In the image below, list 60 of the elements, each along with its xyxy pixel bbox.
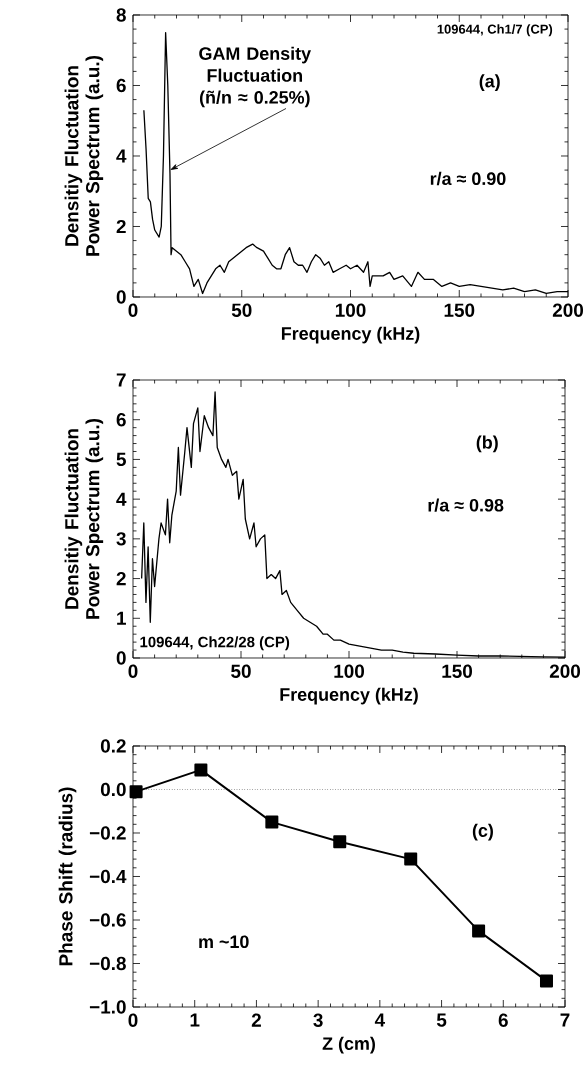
x-tick-label: 50	[231, 303, 252, 317]
y-tick-label: 0	[116, 651, 126, 665]
y-axis-title: Phase Shift (radius)	[58, 787, 77, 966]
x-tick-label: 2	[251, 1013, 261, 1027]
y-tick-label: 0.0	[100, 782, 126, 797]
y-tick-label: 7	[116, 373, 126, 387]
y-tick-label: 6	[116, 78, 126, 93]
y-tick-label: 0.2	[100, 739, 126, 753]
point	[472, 924, 486, 938]
annotation: GAM Density Fluctuation (ñ/n ≈ 0.25%)	[199, 46, 311, 108]
point	[194, 763, 208, 777]
x-tick-label: 200	[549, 664, 581, 678]
x-tick-label: 200	[552, 303, 584, 317]
y-tick-label: 1	[117, 611, 126, 625]
y-tick-label: 5	[116, 452, 126, 467]
x-tick-label: 7	[560, 1013, 570, 1027]
x-tick-label: 100	[335, 303, 366, 317]
y-tick-label: −0.6	[89, 913, 126, 927]
y-tick-label: 8	[116, 8, 126, 22]
point	[404, 852, 418, 866]
y-tick-label: −0.4	[89, 869, 127, 884]
y-axis-title: Densitiy Fluctuation Power Spectrum (a.u.)	[64, 418, 104, 619]
y-tick-label: 4	[116, 492, 127, 506]
annotation: m ~10	[199, 935, 249, 949]
x-tick-label: 4	[374, 1013, 386, 1027]
x-tick-label: 6	[498, 1013, 508, 1027]
x-tick-label: 3	[313, 1013, 323, 1027]
point	[333, 835, 347, 849]
point	[265, 815, 279, 829]
y-tick-label: 4	[116, 149, 127, 163]
y-tick-label: −1.0	[89, 1000, 126, 1014]
y-tick-label: 3	[116, 532, 126, 546]
y-tick-label: 0	[116, 290, 126, 304]
annotation: 109644, Ch1/7 (CP)	[437, 24, 553, 37]
x-tick-label: 5	[436, 1013, 447, 1027]
y-tick-label: −0.2	[89, 826, 126, 840]
x-axis-title: Frequency (kHz)	[280, 687, 418, 705]
point	[539, 974, 553, 988]
x-tick-label: 0	[128, 1013, 138, 1027]
y-tick-label: 2	[116, 571, 126, 586]
x-tick-label: 0	[128, 664, 138, 678]
x-tick-label: 50	[231, 664, 251, 678]
y-axis-title: Densitiy Fluctuation Power Spectrum (a.u.)	[64, 55, 104, 256]
x-axis-title: Z (cm)	[322, 1036, 375, 1054]
x-tick-label: 150	[444, 303, 475, 317]
x-tick-label: 1	[190, 1013, 200, 1027]
annotation: 109644, Ch22/28 (CP)	[140, 636, 290, 651]
y-tick-label: 2	[116, 219, 126, 234]
point	[129, 785, 143, 799]
x-tick-label: 150	[442, 664, 473, 678]
x-axis-title: Frequency (kHz)	[281, 326, 420, 344]
annotation: r/a ≈ 0.90	[430, 171, 506, 186]
annotation: r/a ≈ 0.98	[428, 498, 504, 512]
annotation: (a)	[479, 74, 500, 92]
y-tick-label: −0.8	[89, 956, 126, 971]
annotation: (c)	[472, 823, 493, 841]
x-tick-label: 0	[128, 303, 138, 317]
x-tick-label: 100	[334, 664, 365, 678]
annotation: (b)	[476, 435, 498, 453]
y-tick-label: 6	[116, 413, 126, 427]
